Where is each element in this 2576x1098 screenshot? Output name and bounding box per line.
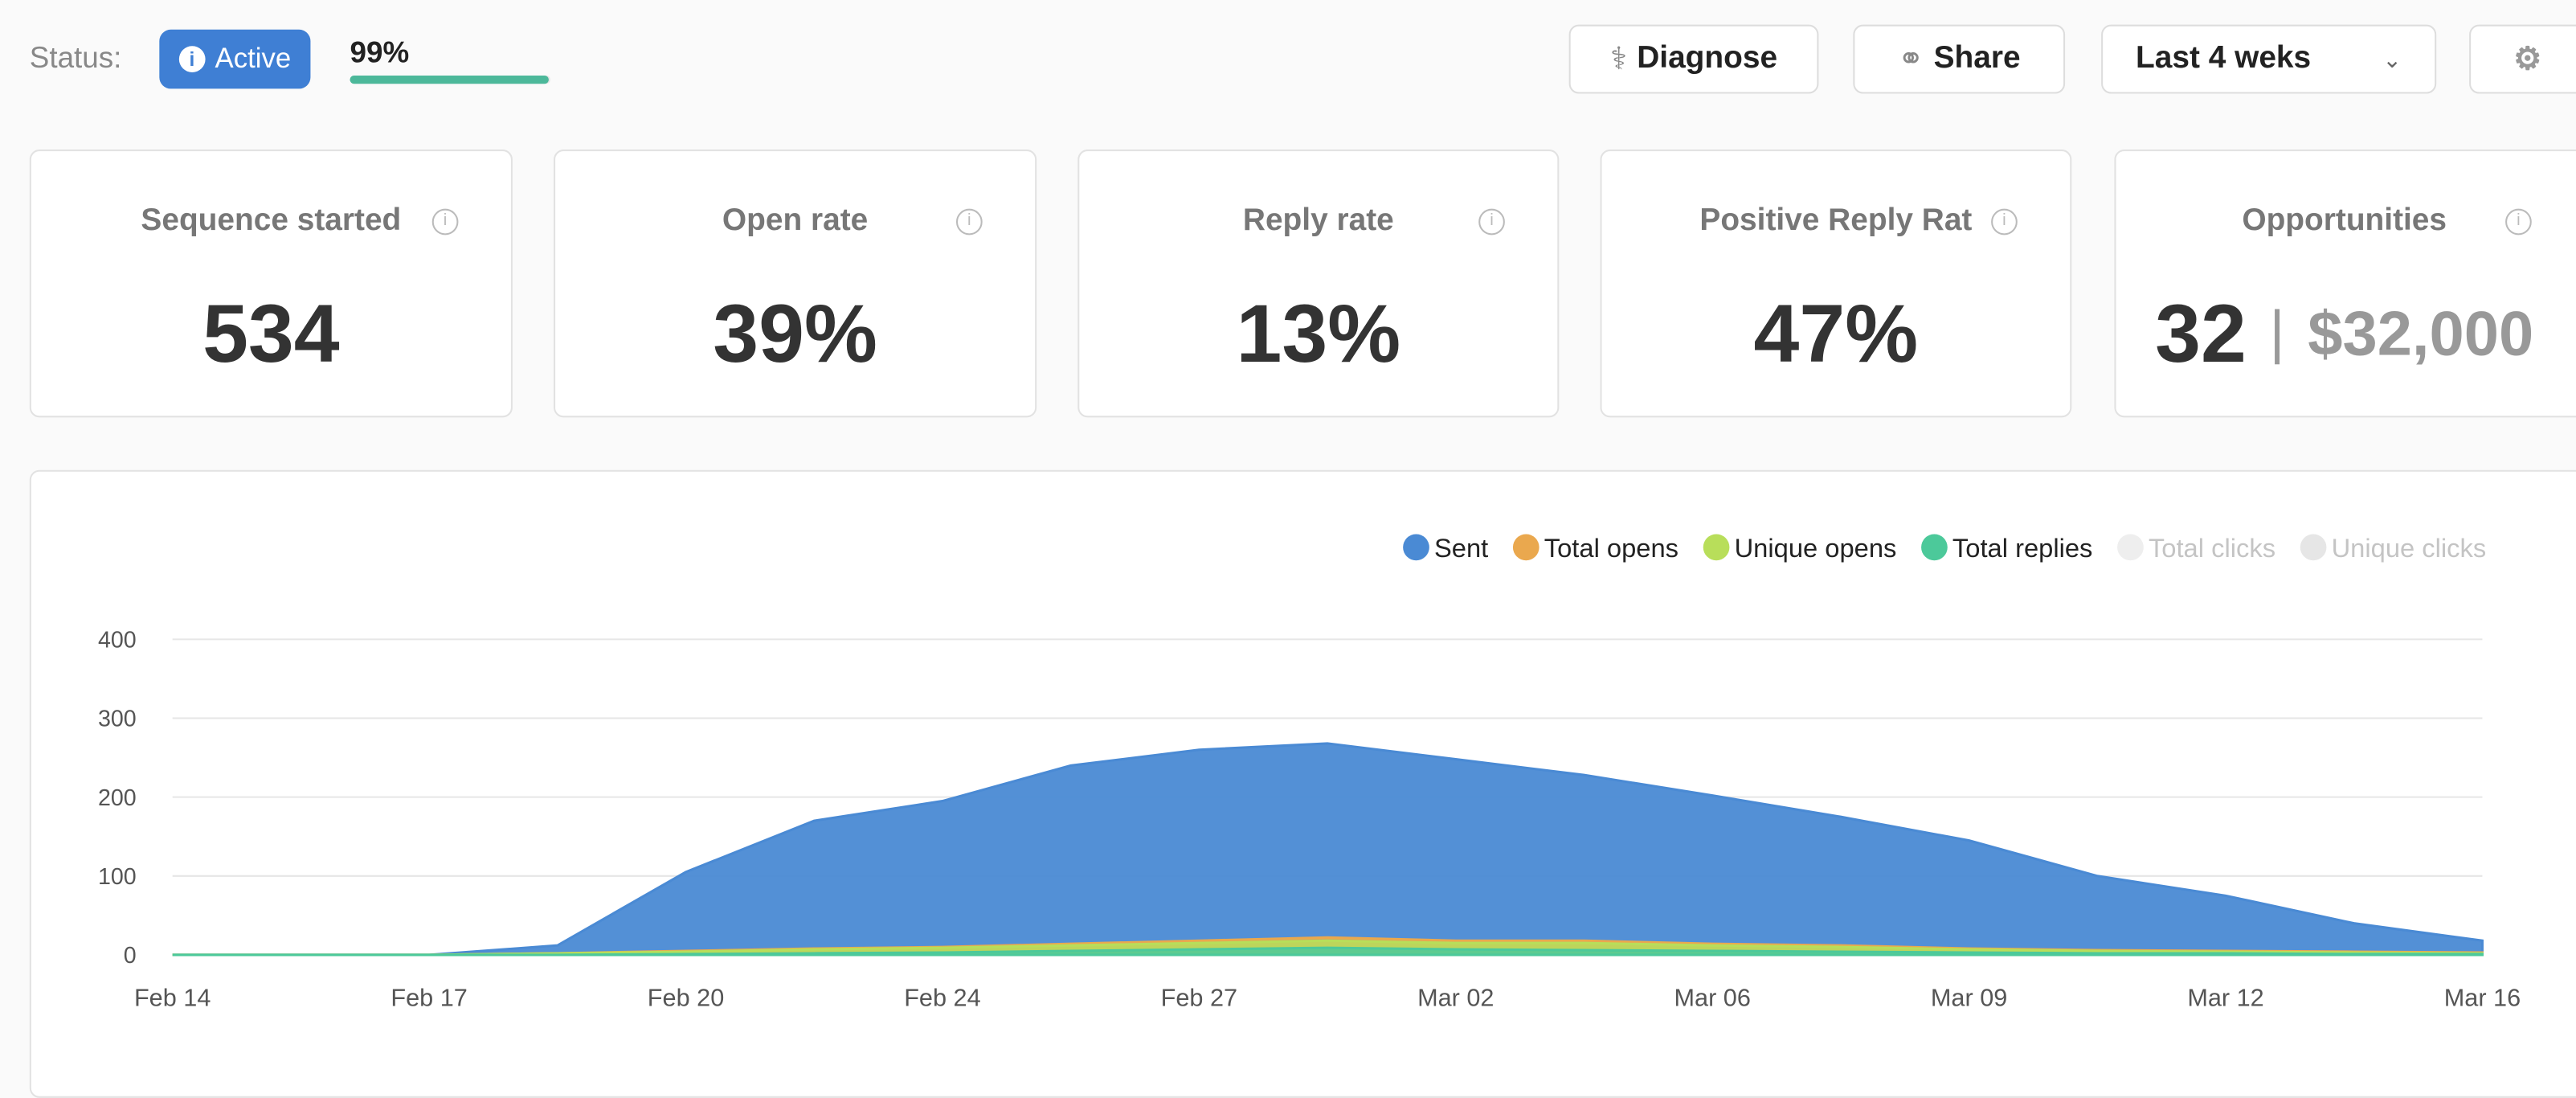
x-tick-label: Mar 09 xyxy=(1931,984,2007,1011)
dashboard: Status: i Active 99% ⚕ Diagnose ⚭ Share La… xyxy=(29,24,2576,1098)
legend-label[interactable]: Total opens xyxy=(1544,533,1678,563)
legend-dot[interactable] xyxy=(2300,534,2327,561)
legend-dot[interactable] xyxy=(1921,534,1948,561)
stat-card: Reply rate i 13% xyxy=(1077,150,1560,418)
y-tick-label: 400 xyxy=(98,628,137,653)
dropdown-label: Last 4 weks xyxy=(2136,41,2312,76)
card-amount: $32,000 xyxy=(2308,301,2534,371)
x-tick-label: Mar 02 xyxy=(1417,984,1494,1011)
legend-dot[interactable] xyxy=(1512,534,1539,561)
progress-track xyxy=(350,76,550,84)
legend-label[interactable]: Sent xyxy=(1434,533,1488,563)
stat-card: Opportunities i 32 | $32,000 xyxy=(2114,150,2576,418)
card-value: 534 xyxy=(202,287,340,380)
diagnose-button[interactable]: ⚕ Diagnose xyxy=(1568,24,1819,94)
legend-label[interactable]: Total replies xyxy=(1952,533,2093,563)
legend-label[interactable]: Unique opens xyxy=(1735,533,1897,563)
y-tick-label: 0 xyxy=(124,943,137,969)
share-button[interactable]: ⚭ Share xyxy=(1853,24,2066,94)
card-title: Opportunities xyxy=(2242,203,2447,239)
legend-label[interactable]: Total clicks xyxy=(2149,533,2275,563)
chart: 0 100 200 300 400 Feb 14 Feb 17 Feb 20 Feb 24 Feb… xyxy=(98,533,2521,1011)
settings-button[interactable]: ⚙ xyxy=(2469,24,2576,94)
card-value: 13% xyxy=(1236,287,1401,380)
status-label: Status: xyxy=(29,41,122,75)
x-tick-label: Feb 14 xyxy=(134,984,211,1011)
x-tick-label: Feb 17 xyxy=(390,984,467,1011)
progress-bar xyxy=(350,76,549,84)
button-label: Share xyxy=(1933,41,2021,76)
button-label: Diagnose xyxy=(1637,41,1778,76)
legend-label[interactable]: Unique clicks xyxy=(2332,533,2487,563)
stat-card: Sequence started i 534 xyxy=(29,150,513,418)
x-tick-label: Feb 20 xyxy=(648,984,724,1011)
card-value: 47% xyxy=(1753,287,1919,380)
x-tick-label: Mar 12 xyxy=(2187,984,2263,1011)
page: Status: i Active 99% ⚕ Diagnose ⚭ Share La… xyxy=(29,24,2576,1098)
area xyxy=(172,946,2484,957)
x-tick-label: Mar 06 xyxy=(1674,984,1750,1011)
y-tick-label: 300 xyxy=(98,707,137,732)
legend-dot[interactable] xyxy=(1703,534,1730,561)
x-tick-label: Feb 27 xyxy=(1161,984,1237,1011)
legend-dot[interactable] xyxy=(2117,534,2144,561)
card-title: Reply rate xyxy=(1242,203,1394,239)
y-tick-label: 100 xyxy=(98,864,137,890)
x-tick-label: Feb 24 xyxy=(904,984,980,1011)
card-value-group: 32 | $32,000 xyxy=(2155,287,2534,380)
card-title: Open rate xyxy=(722,203,869,239)
card-title: Positive Reply Rat xyxy=(1699,203,1973,239)
x-tick-label: Mar 16 xyxy=(2444,984,2521,1011)
card-value: 32 xyxy=(2155,287,2247,380)
status-badge[interactable]: i Active xyxy=(159,29,311,89)
legend-dot[interactable] xyxy=(1403,534,1429,561)
info-icon: i xyxy=(178,46,206,72)
range-dropdown[interactable]: Last 4 weks ⌄ xyxy=(2101,24,2437,94)
y-tick-label: 200 xyxy=(98,785,137,811)
progress-label: 99% xyxy=(350,35,410,69)
stat-card: Open rate i 39% xyxy=(554,150,1037,418)
stat-card: Positive Reply Rat i 47% xyxy=(1600,150,2072,418)
status-text: Active xyxy=(215,43,292,75)
card-value: 39% xyxy=(713,287,877,380)
card-title: Sequence started xyxy=(141,203,402,239)
area xyxy=(172,742,2484,957)
